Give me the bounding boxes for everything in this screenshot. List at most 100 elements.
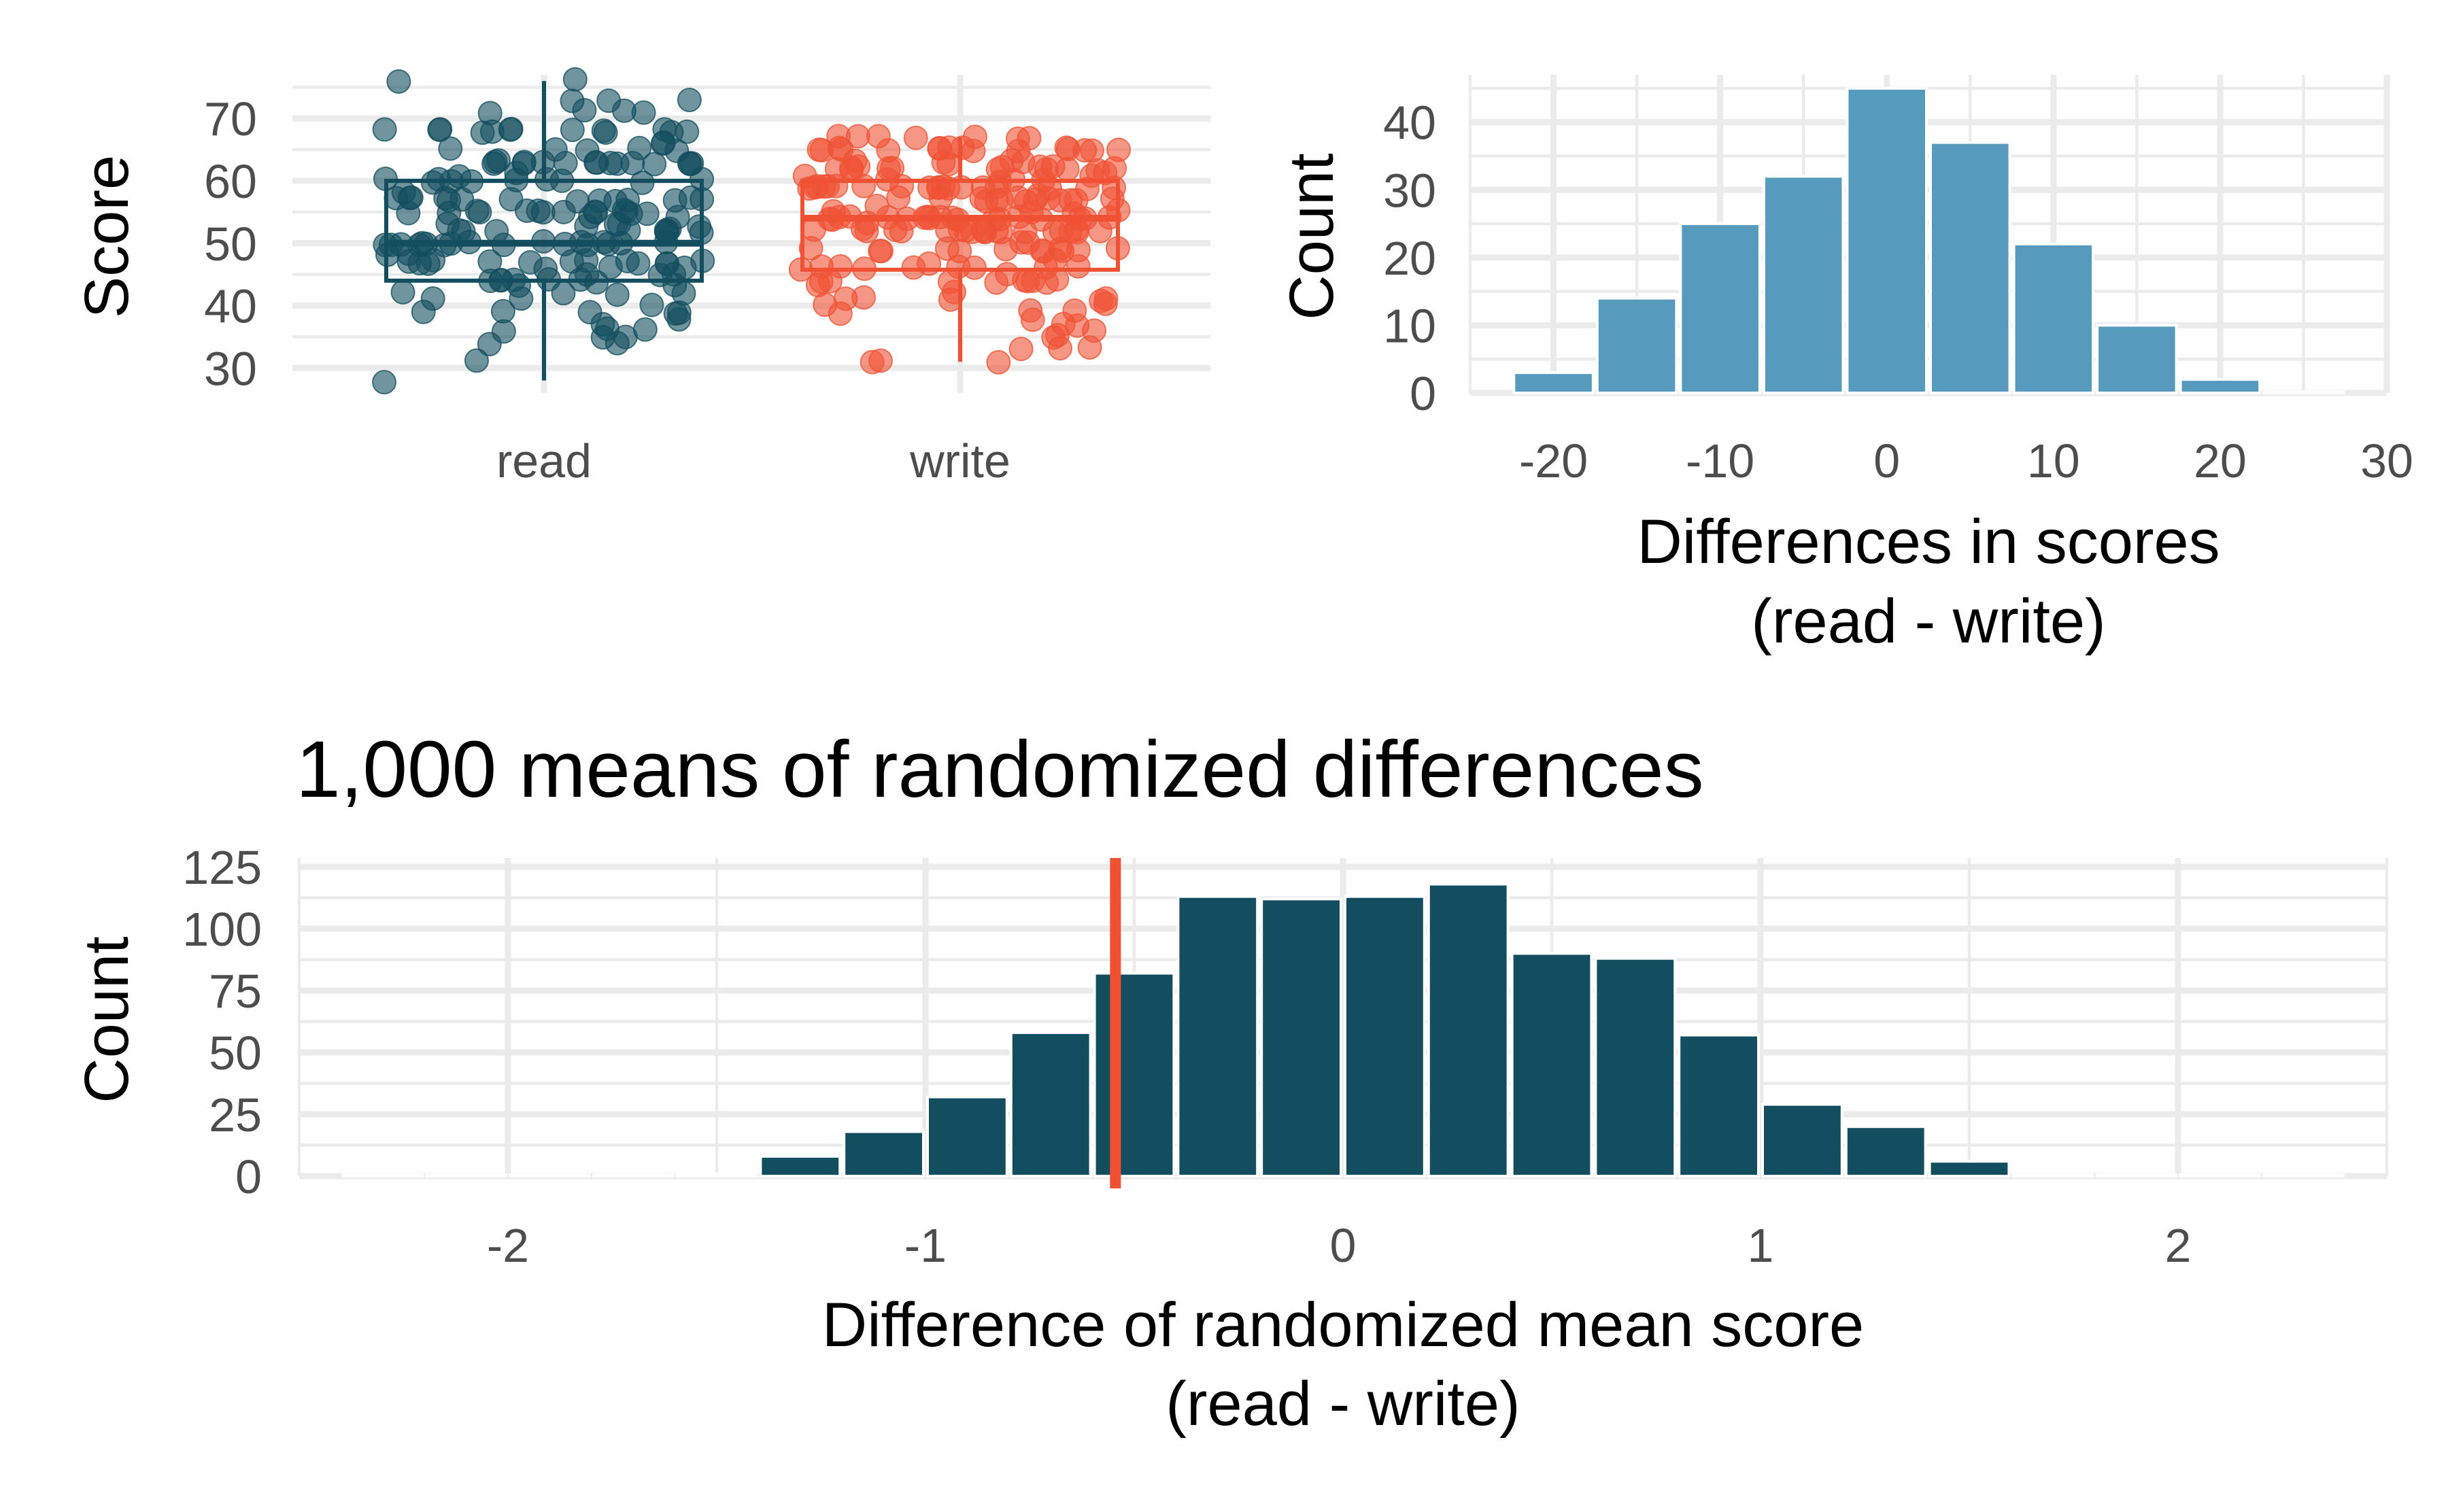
point-write <box>994 262 1019 287</box>
point-read <box>560 88 585 114</box>
y-tick-label: 100 <box>182 903 262 956</box>
point-read <box>677 87 702 112</box>
point-write <box>1005 126 1030 151</box>
x-tick-label: 0 <box>1873 434 1900 487</box>
histogram-bar <box>2096 324 2178 395</box>
point-read <box>517 250 543 275</box>
histogram-bar <box>1595 296 1678 394</box>
histogram-bar <box>759 1154 842 1178</box>
point-write <box>936 135 962 160</box>
histogram-bar <box>1678 1033 1760 1178</box>
histogram-bar <box>2011 1173 2094 1178</box>
x-axis-title-line-1: Differences in scores <box>1637 507 2220 577</box>
y-tick-label: 70 <box>204 92 257 145</box>
histogram-bar <box>2012 242 2095 394</box>
histogram-bar <box>1761 1103 1843 1178</box>
point-read <box>447 164 472 189</box>
point-read <box>587 188 612 213</box>
randomization-histogram-panel: 1,000 means of randomized differences025… <box>72 725 2389 1439</box>
point-read <box>577 300 602 325</box>
point-read <box>390 279 415 305</box>
histogram-bar <box>2179 1173 2261 1178</box>
histogram-bar <box>926 1095 1008 1178</box>
histogram-bar <box>1344 895 1426 1178</box>
x-tick-label: -2 <box>487 1219 529 1272</box>
point-write <box>869 239 894 264</box>
box-read <box>384 179 704 283</box>
y-tick-label: 50 <box>204 218 257 271</box>
histogram-bar <box>1762 175 1845 394</box>
x-tick-label: -20 <box>1519 434 1588 487</box>
histogram-bar <box>341 1173 424 1178</box>
point-read <box>634 201 660 226</box>
point-read <box>543 137 568 162</box>
point-read <box>632 317 658 342</box>
point-read <box>565 189 590 214</box>
point-read <box>372 117 397 142</box>
x-tick-label: 30 <box>2360 434 2413 487</box>
histogram-bar <box>1093 972 1176 1178</box>
y-axis-title: Score <box>72 155 141 318</box>
point-write <box>833 286 858 311</box>
point-read <box>598 150 623 175</box>
y-tick-label: 10 <box>1383 299 1436 352</box>
point-write <box>1018 298 1043 323</box>
histogram-bar <box>1928 1160 2011 1178</box>
point-write <box>845 124 870 149</box>
point-read <box>687 214 712 239</box>
histogram-bar <box>843 1130 925 1178</box>
point-read <box>428 117 453 142</box>
x-tick-label-write: write <box>909 434 1010 487</box>
point-read <box>560 117 585 142</box>
point-write <box>962 124 987 150</box>
histogram-bar <box>1512 371 1595 395</box>
point-read <box>420 286 445 311</box>
x-tick-label: -1 <box>904 1219 947 1272</box>
point-read <box>655 251 680 276</box>
histogram-bar <box>1176 895 1259 1178</box>
point-read <box>627 135 652 160</box>
x-axis-title-line-2: (read - write) <box>1751 587 2105 656</box>
point-write <box>1008 337 1034 362</box>
point-read <box>511 150 537 175</box>
point-write <box>903 125 928 150</box>
point-read <box>605 282 630 307</box>
plot-title: 1,000 means of randomized differences <box>296 725 1704 814</box>
point-read <box>652 117 677 142</box>
point-read <box>481 151 507 176</box>
box-write <box>800 179 1120 272</box>
point-read <box>575 138 600 163</box>
difference-histogram-panel: 0 10 20 30 40 -20 -10 0 10 20 30 Count Differences i… <box>1277 75 2413 656</box>
histogram-bar <box>592 1173 675 1178</box>
x-axis-title-line-2: (read - write) <box>1166 1369 1520 1439</box>
histogram-bar <box>1510 952 1593 1178</box>
y-axis-title: Count <box>1277 153 1346 320</box>
point-write <box>986 349 1011 375</box>
x-tick-label: 0 <box>1330 1219 1357 1272</box>
boxplot-panel: 30 40 50 60 70 read write Score <box>72 67 1210 487</box>
histogram-bar <box>2095 1173 2177 1178</box>
x-axis-title-line-1: Difference of randomized mean score <box>822 1290 1864 1360</box>
point-read <box>593 120 618 145</box>
histogram-bar <box>1844 1125 1927 1178</box>
y-tick-label: 50 <box>209 1027 262 1080</box>
x-tick-label: 1 <box>1748 1219 1774 1272</box>
x-tick-label: 10 <box>2027 434 2080 487</box>
point-read <box>386 69 411 94</box>
histogram-bar <box>1260 897 1342 1178</box>
histogram-bar <box>1846 86 1928 394</box>
histogram-bar <box>1009 1031 1092 1178</box>
point-write <box>1072 138 1098 163</box>
y-tick-label: 75 <box>209 965 262 1018</box>
point-read <box>477 249 503 274</box>
y-tick-label: 30 <box>1383 164 1436 217</box>
point-read <box>484 219 509 244</box>
histogram-bar <box>1594 957 1677 1178</box>
y-tick-label: 0 <box>235 1150 262 1203</box>
y-axis-title: Count <box>72 936 141 1103</box>
point-write <box>866 124 891 149</box>
point-read <box>438 136 463 161</box>
histogram-bar <box>509 1173 591 1178</box>
y-tick-label: 60 <box>204 155 257 208</box>
histogram-bar <box>2179 378 2262 394</box>
